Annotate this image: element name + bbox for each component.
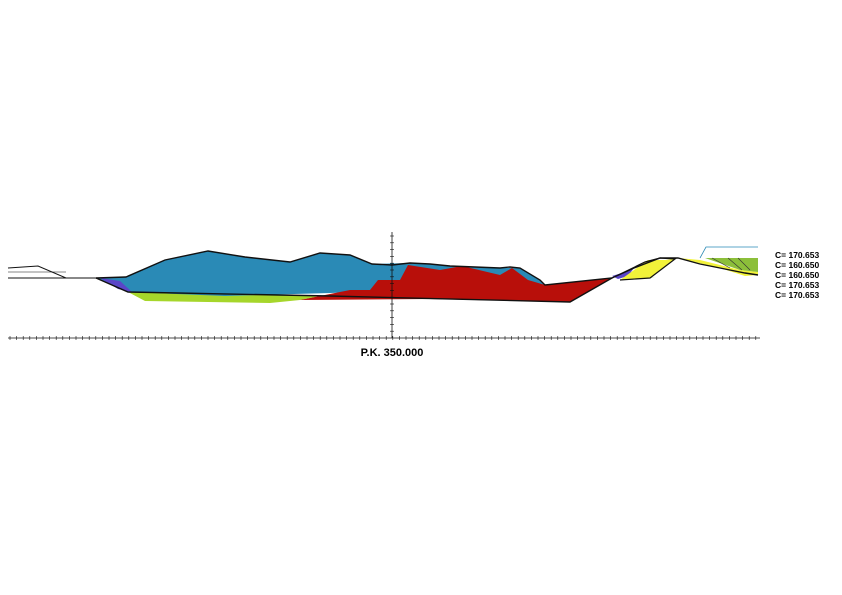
base-outline: [95, 277, 613, 303]
elevation-label: C= 170.653: [775, 280, 819, 290]
elevation-label: C= 170.653: [775, 290, 819, 300]
right-slope-yellow: [620, 259, 675, 280]
elevation-leader-line: [699, 246, 758, 259]
berm-hatch-1: [727, 257, 743, 271]
terrain-outline: [95, 250, 759, 286]
elevation-label: C= 160.650: [775, 270, 819, 280]
centerline-axis: [390, 232, 394, 338]
horizontal-scale: [8, 336, 760, 340]
berm-hatch-3: [711, 257, 731, 269]
elevation-label: C= 170.653: [775, 250, 819, 260]
station-label: P.K. 350.000: [361, 347, 424, 359]
elevation-label: C= 160.650: [775, 260, 819, 270]
elevation-labels: C= 170.653 C= 160.650 C= 160.650 C= 170.…: [775, 250, 819, 300]
right-slope-outline: [611, 257, 677, 281]
lime-fill-layer: [128, 292, 320, 303]
rock-body: [300, 265, 612, 302]
berm-hatch-2: [737, 257, 751, 271]
left-liner: [100, 278, 132, 292]
